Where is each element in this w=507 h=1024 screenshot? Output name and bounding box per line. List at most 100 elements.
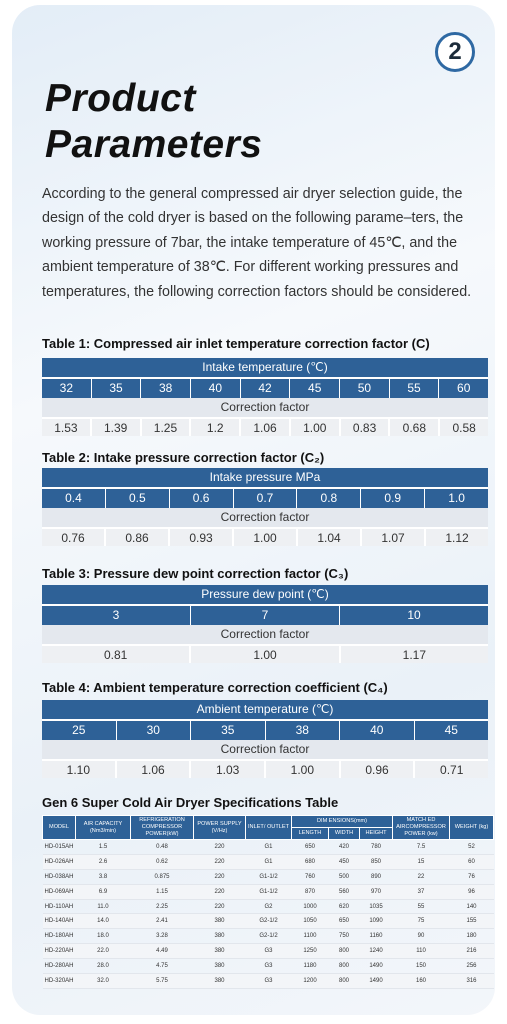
spec-cell: 1240 [359, 943, 393, 960]
column-cell: 0.4 [42, 489, 105, 508]
spec-cell: HD-280AH [42, 958, 76, 975]
value-cell: 1.06 [114, 759, 190, 778]
column-cell: 35 [90, 379, 141, 398]
spec-cell: 850 [359, 854, 393, 870]
spec-cell: HD-140AH [42, 913, 76, 930]
spec-cell: 60 [449, 854, 494, 870]
spec-cell: 155 [449, 913, 494, 930]
value-cell: 1.07 [360, 527, 424, 546]
column-cell: 30 [115, 721, 190, 740]
spec-cell: G3 [245, 958, 292, 975]
value-cell: 0.76 [42, 527, 104, 546]
spec-cell: 380 [193, 928, 246, 945]
header-cell: Intake pressure MPa [42, 468, 488, 487]
value-row: 1.53 1.39 1.25 1.2 1.06 1.00 0.83 0.68 0.58 [42, 417, 489, 436]
body: HD-015AH 1.5 0.48 220 G1 650 420 780 7.5 52 HD-026… [42, 839, 494, 989]
spec-cell: 160 [392, 973, 450, 989]
spec-cell: G1-1/2 [245, 869, 292, 885]
table-title: Table 3: Pressure dew point correction f… [42, 566, 349, 581]
column-row: 32 35 38 40 42 45 50 55 60 [42, 377, 489, 398]
spec-row: HD-038AH 3.8 0.875 220 G1-1/2 760 500 890 22 76 [42, 869, 494, 885]
column-row: 3 7 10 [42, 604, 488, 625]
column-cell: 3 [42, 606, 190, 625]
spec-cell: 800 [328, 958, 360, 975]
spec-cell: G2-1/2 [245, 913, 292, 930]
column-cell: 50 [339, 379, 389, 398]
column-header: LENGTH [291, 827, 329, 840]
spec-cell: 4.49 [130, 943, 194, 960]
column-row: 0.4 0.5 0.6 0.7 0.8 0.9 1.0 [42, 487, 489, 508]
spec-cell: 1090 [359, 913, 393, 930]
column-cell: 0.5 [104, 489, 169, 508]
spec-cell: 220 [193, 869, 246, 885]
spec-cell: G3 [245, 973, 292, 989]
value-cell: 1.03 [189, 759, 265, 778]
spec-cell: 2.6 [75, 854, 131, 870]
spec-cell: 3.28 [130, 928, 194, 945]
value-cell: 1.00 [264, 759, 339, 778]
value-cell: 0.86 [104, 527, 168, 546]
subheader-row: Correction factor [42, 398, 488, 417]
column-cell: 25 [42, 721, 116, 740]
spec-row: HD-320AH 32.0 5.75 380 G3 1200 800 1490 160 316 [42, 973, 494, 989]
spec-cell: HD-220AH [42, 943, 76, 960]
spec-cell: 0.62 [130, 854, 194, 870]
spec-cell: 52 [449, 839, 494, 855]
table-title: Table 4: Ambient temperature correction … [42, 680, 388, 695]
spec-cell: 256 [449, 958, 494, 975]
value-row: 0.81 1.00 1.17 [42, 644, 488, 663]
value-cell: 1.00 [288, 417, 339, 436]
spec-cell: 800 [328, 943, 360, 960]
value-cell: 1.53 [42, 417, 90, 436]
spec-cell: 220 [193, 884, 246, 900]
spec-cell: 870 [291, 884, 329, 900]
header-row: Intake pressure MPa [42, 468, 488, 487]
spec-cell: 380 [193, 973, 246, 989]
spec-cell: 560 [328, 884, 360, 900]
spec-cell: 180 [449, 928, 494, 945]
column-cell: 0.6 [168, 489, 233, 508]
spec-cell: 14.0 [75, 913, 131, 930]
table: Pressure dew point (℃) 3 7 10 Correction fac… [42, 585, 488, 663]
spec-cell: 28.0 [75, 958, 131, 975]
badge: 2 [435, 32, 475, 72]
value-cell: 0.81 [42, 644, 190, 663]
spec-cell: 96 [449, 884, 494, 900]
table: Ambient temperature (℃) 25 30 35 38 40 45 Corre… [42, 700, 489, 778]
table-title: Table 2: Intake pressure correction fact… [42, 450, 325, 465]
title: Product [45, 77, 196, 120]
value-cell: 1.25 [139, 417, 190, 436]
value-cell: 0.68 [388, 417, 439, 436]
column-header: INLET/ OUTLET [245, 815, 292, 840]
value-cell: 1.17 [338, 644, 488, 663]
spec-cell: 32.0 [75, 973, 131, 989]
spec-cell: HD-026AH [42, 854, 76, 870]
card: 2 Product Parameters According to the ge… [12, 5, 495, 1015]
spec-cell: 55 [392, 899, 450, 915]
subheader-row: Correction factor [42, 625, 488, 644]
subheader-cell: Correction factor [42, 508, 488, 527]
table-title: Table 1: Compressed air inlet temperatur… [42, 336, 430, 351]
spec-cell: 110 [392, 943, 450, 960]
column-cell: 40 [339, 721, 414, 740]
spec-cell: HD-110AH [42, 899, 76, 915]
spec-cell: 680 [291, 854, 329, 870]
header-row: Intake temperature (℃) [42, 358, 488, 377]
spec-cell: 1.5 [75, 839, 131, 855]
intro: According to the general compressed air … [42, 186, 472, 300]
column-cell: 40 [190, 379, 240, 398]
column-header: AIR CAPACITY (Nm3/min) [75, 815, 131, 840]
value-cell: 0.71 [413, 759, 489, 778]
column-cell: 45 [413, 721, 488, 740]
spec-cell: 1035 [359, 899, 393, 915]
value-cell: 1.2 [189, 417, 240, 436]
spec-cell: 450 [328, 854, 360, 870]
spec-cell: HD-180AH [42, 928, 76, 945]
column-cell: 45 [289, 379, 340, 398]
column-row: 25 30 35 38 40 45 [42, 719, 488, 740]
spec-cell: 620 [328, 899, 360, 915]
column-header: WEIGHT (kg) [449, 815, 495, 840]
spec-cell: 7.5 [392, 839, 450, 855]
spec-cell: 780 [359, 839, 393, 855]
spec-row: HD-180AH 18.0 3.28 380 G2-1/2 1100 750 1160 90 18… [42, 928, 494, 945]
